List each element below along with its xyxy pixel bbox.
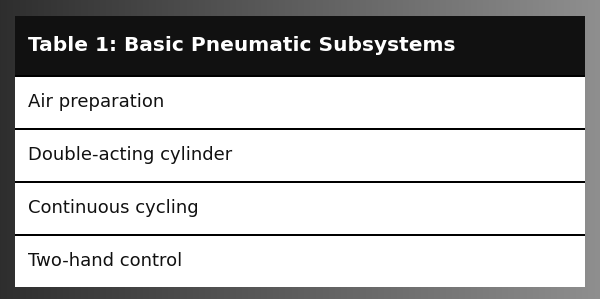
Text: Continuous cycling: Continuous cycling	[28, 199, 199, 217]
Text: Double-acting cylinder: Double-acting cylinder	[28, 146, 232, 164]
Bar	[15, 77, 585, 128]
Bar	[15, 16, 585, 75]
Bar	[15, 236, 585, 287]
Text: Two-hand control: Two-hand control	[28, 252, 182, 271]
Bar	[15, 183, 585, 234]
Text: Air preparation: Air preparation	[28, 93, 164, 111]
Bar	[15, 130, 585, 181]
Text: Table 1: Basic Pneumatic Subsystems: Table 1: Basic Pneumatic Subsystems	[28, 36, 456, 55]
